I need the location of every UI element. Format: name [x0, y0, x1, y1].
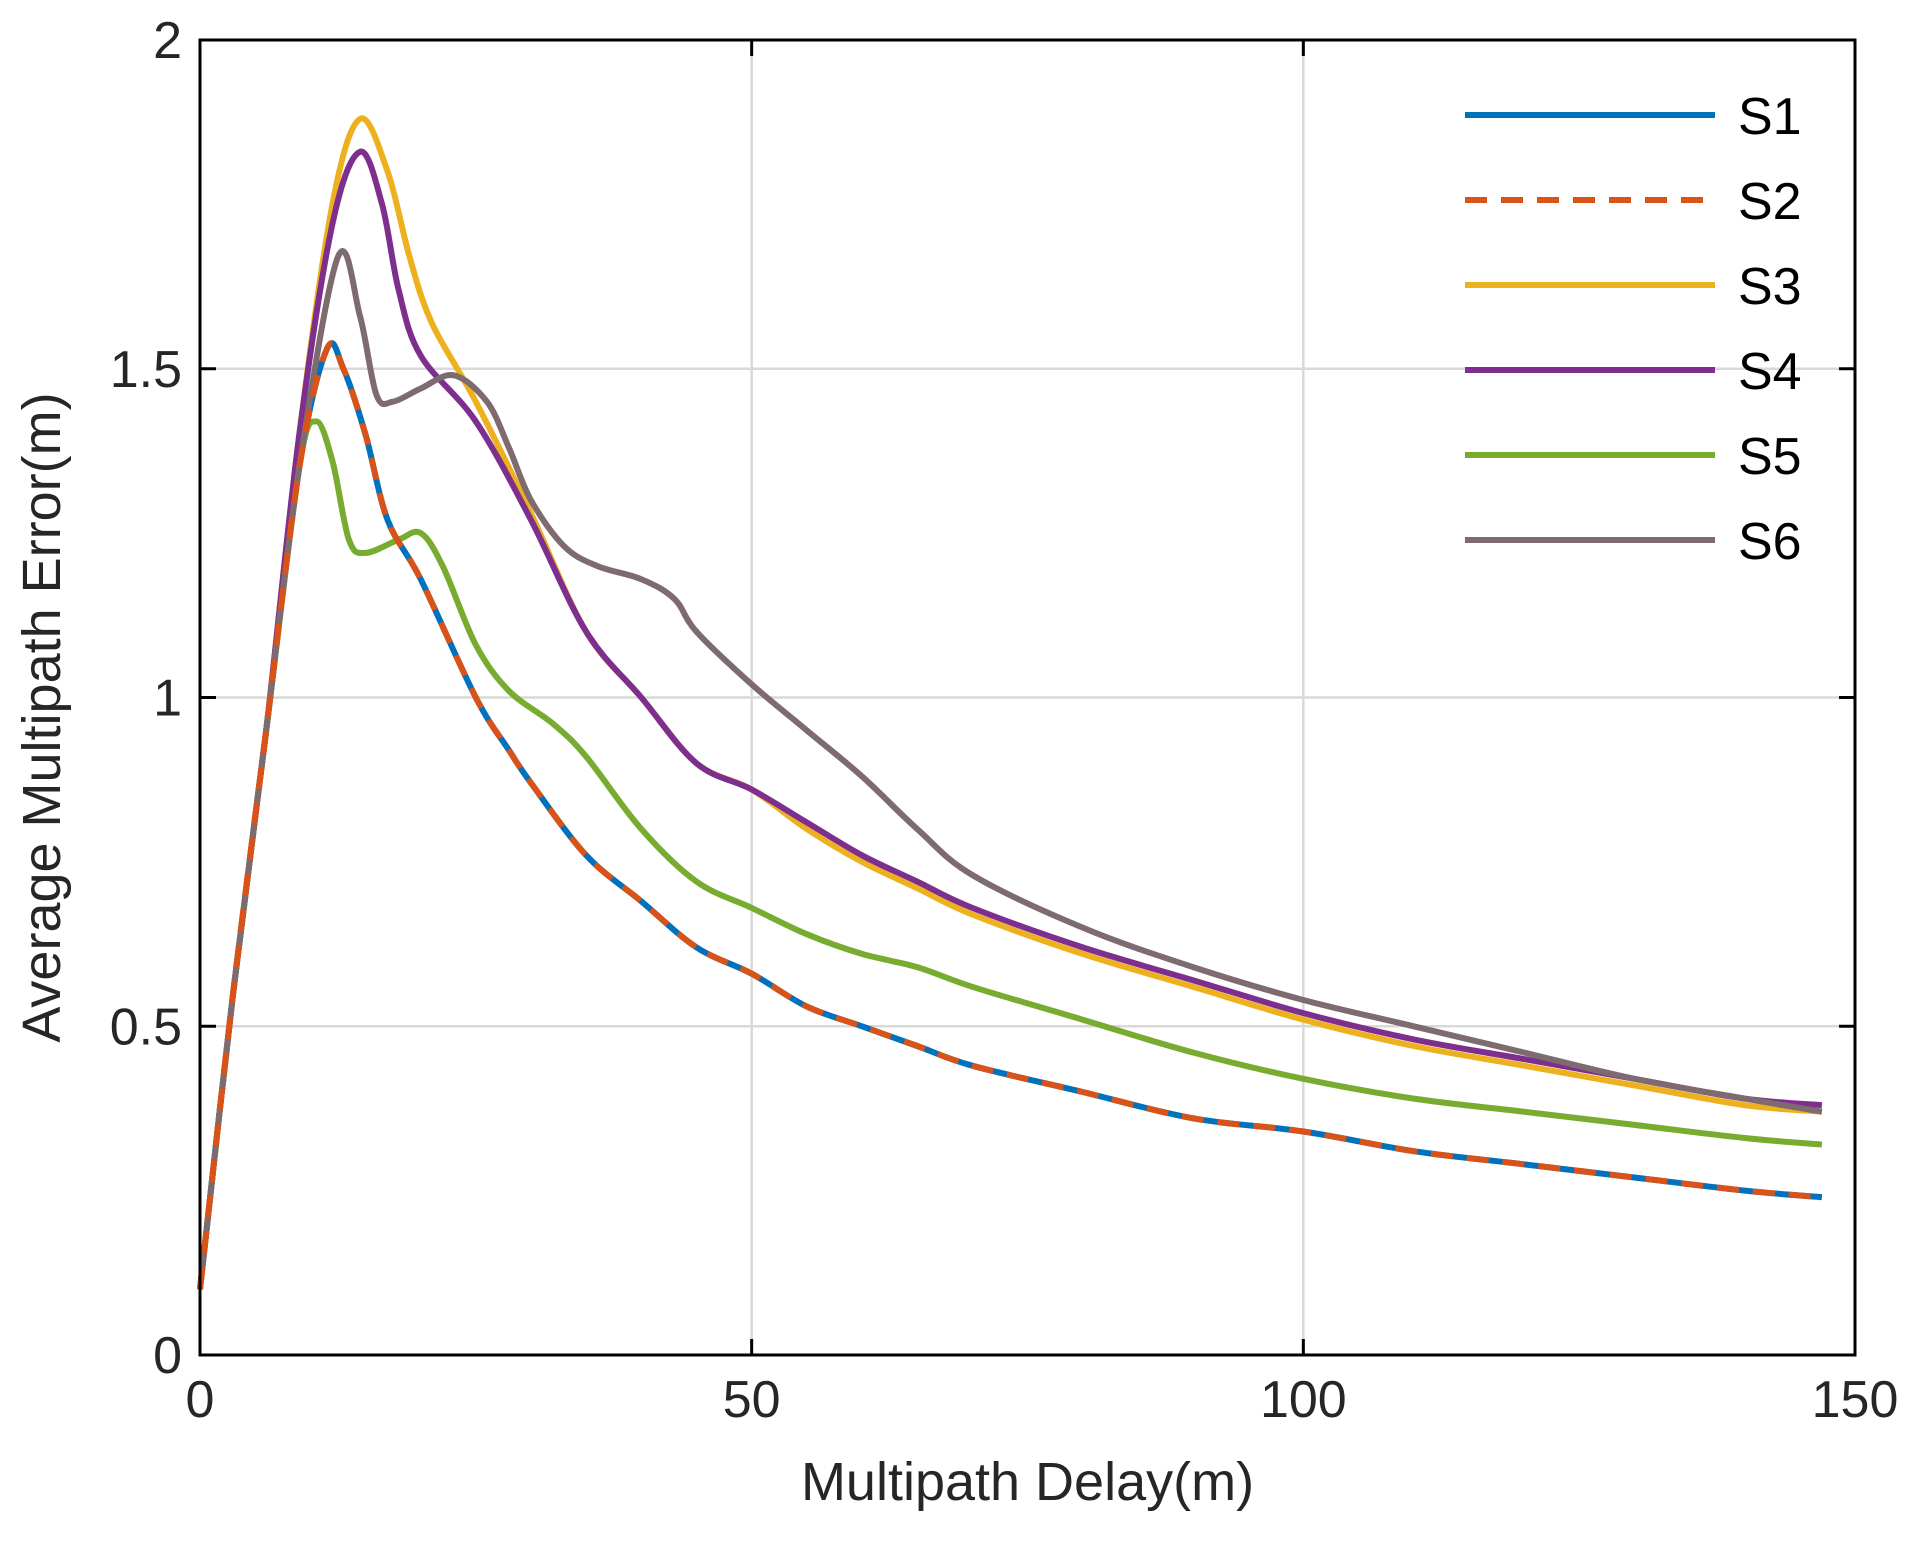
legend-label-s6: S6	[1738, 513, 1802, 571]
legend-label-s2: S2	[1738, 173, 1802, 231]
series-line-s2	[197, 340, 1823, 1290]
grid	[200, 40, 1855, 1355]
series-line-s3	[197, 115, 1823, 1290]
series-line-s6	[197, 248, 1823, 1290]
y-tick-label: 1	[153, 670, 182, 728]
legend-label-s5: S5	[1738, 428, 1802, 486]
y-tick-label: 1.5	[110, 341, 182, 399]
y-axis-label: Average Multipath Error(m)	[12, 392, 72, 1042]
y-tick-label: 0	[153, 1327, 182, 1385]
y-tick-label: 2	[153, 12, 182, 70]
series-lines	[197, 115, 1823, 1290]
x-tick-label: 50	[723, 1371, 781, 1429]
legend-label-s3: S3	[1738, 258, 1802, 316]
series-line-s1	[197, 340, 1823, 1290]
legend: S1 S2 S3 S4 S5 S6	[1465, 88, 1802, 571]
ticks: 0 50 100 150 0 0.5 1 1.5 2	[110, 12, 1899, 1429]
x-tick-label: 100	[1260, 1371, 1347, 1429]
y-tick-label: 0.5	[110, 998, 182, 1056]
legend-label-s4: S4	[1738, 343, 1802, 401]
x-axis-label: Multipath Delay(m)	[801, 1452, 1254, 1512]
x-tick-label: 0	[186, 1371, 215, 1429]
legend-label-s1: S1	[1738, 88, 1802, 146]
series-line-s4	[197, 148, 1823, 1290]
series-line-s5	[197, 418, 1823, 1290]
x-tick-label: 150	[1812, 1371, 1899, 1429]
